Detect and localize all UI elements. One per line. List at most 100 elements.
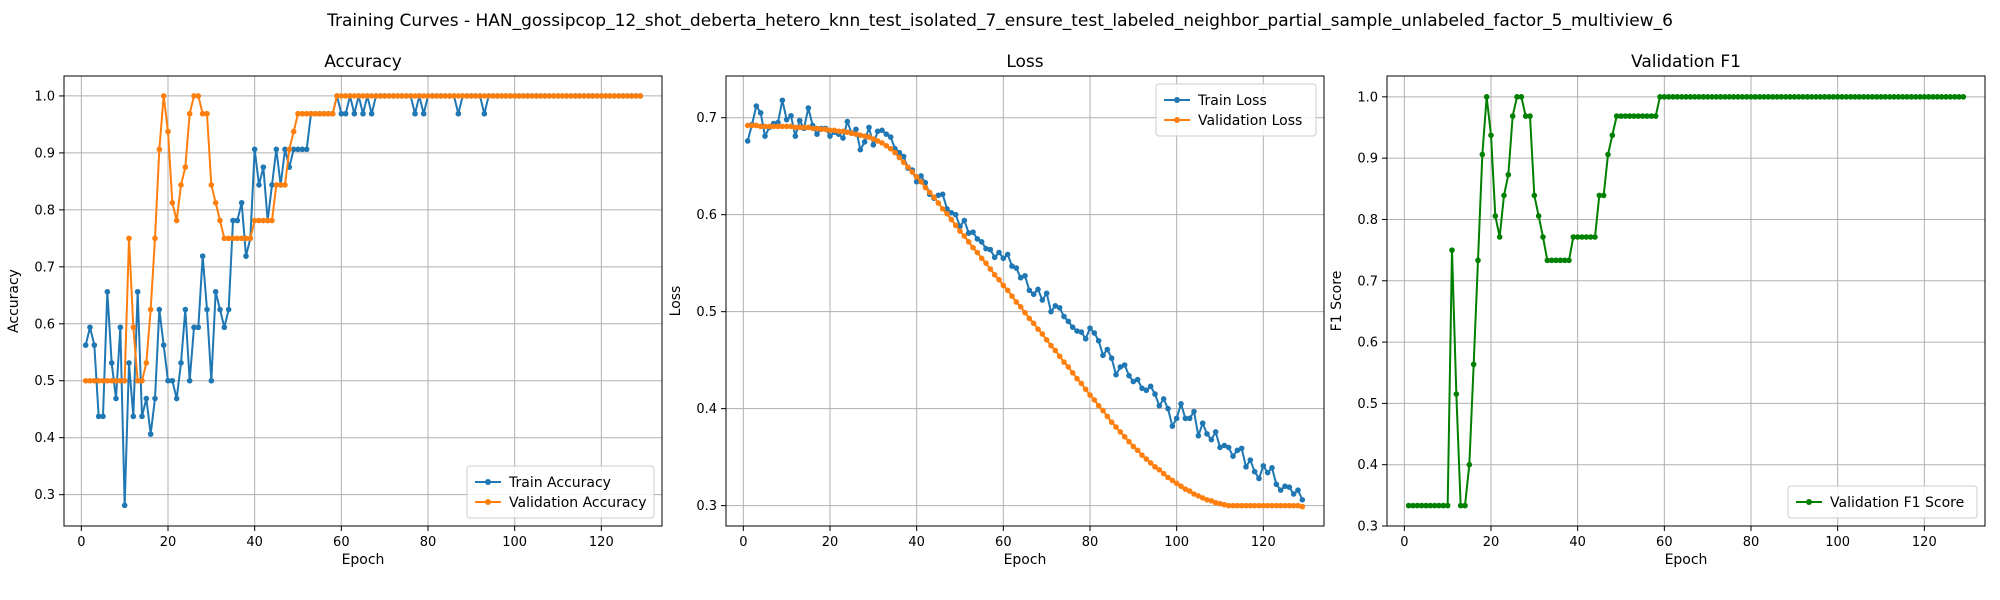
data-point	[576, 93, 583, 99]
data-point	[1095, 337, 1102, 344]
data-point	[1592, 234, 1598, 240]
data-point	[922, 184, 929, 191]
data-point	[1061, 313, 1067, 320]
data-point	[1574, 234, 1581, 240]
data-point	[377, 93, 384, 99]
data-point	[104, 288, 111, 295]
data-point	[1100, 407, 1106, 414]
data-point	[1039, 297, 1046, 303]
chart-panel-2: 0 20 40 60 80 100 120 0.3 0.4 0.5 0.6 0.7 Loss Epoch L…	[668, 52, 1325, 568]
data-point	[978, 239, 985, 245]
data-point	[1613, 113, 1620, 119]
data-point	[1217, 500, 1223, 507]
data-point	[1644, 113, 1650, 119]
data-point	[983, 260, 989, 266]
data-point	[1095, 402, 1102, 409]
data-point	[563, 93, 570, 99]
data-point	[744, 122, 751, 129]
data-point	[286, 146, 293, 153]
data-point	[1030, 291, 1037, 298]
data-point	[1217, 444, 1223, 451]
data-point	[991, 272, 998, 278]
data-point	[1182, 486, 1189, 492]
data-point	[1104, 346, 1111, 353]
data-point	[1739, 94, 1746, 100]
data-point	[1165, 474, 1171, 481]
data-point	[1869, 94, 1876, 100]
data-point	[1431, 502, 1438, 509]
data-point	[156, 146, 163, 153]
data-point	[1899, 94, 1906, 100]
data-point	[1143, 387, 1150, 394]
data-point	[853, 131, 859, 137]
data-point	[1269, 502, 1275, 509]
y-tick-label: 0.4	[1357, 458, 1378, 473]
data-point	[134, 288, 141, 295]
data-point	[234, 217, 241, 224]
axes-frame	[63, 75, 663, 527]
data-point	[996, 249, 1002, 256]
data-point	[1691, 94, 1698, 100]
data-point	[1009, 293, 1015, 299]
data-point	[338, 93, 345, 99]
data-point	[455, 93, 462, 99]
data-point	[1165, 405, 1171, 412]
data-point	[1022, 309, 1028, 316]
data-point	[152, 235, 158, 242]
data-point	[1143, 456, 1150, 462]
legend-marker	[1806, 499, 1812, 505]
data-point	[844, 118, 851, 125]
data-point	[1212, 499, 1219, 506]
data-point	[1535, 213, 1542, 219]
data-point	[775, 119, 781, 126]
data-point	[1130, 378, 1137, 385]
data-point	[1126, 372, 1132, 379]
data-point	[935, 200, 942, 206]
data-point	[762, 133, 768, 139]
data-point	[1709, 94, 1715, 100]
data-point	[861, 139, 868, 145]
data-point	[134, 377, 141, 384]
data-point	[1449, 247, 1455, 253]
data-point	[1247, 457, 1254, 463]
data-point	[1804, 94, 1811, 100]
data-point	[1251, 468, 1258, 475]
data-point	[1826, 94, 1832, 100]
data-point	[1208, 436, 1215, 443]
data-point	[1462, 502, 1468, 509]
charts-container: 0 20 40 60 80 100 120 0.3 0.4 0.5 0.6 0.7 0.8 0.9 1.0 A…	[6, 52, 1986, 568]
data-point	[394, 93, 401, 99]
data-point	[1566, 257, 1572, 264]
data-point	[351, 110, 358, 117]
data-point	[195, 93, 202, 99]
data-point	[1852, 94, 1858, 100]
data-point	[853, 126, 859, 133]
data-point	[1169, 423, 1176, 429]
data-point	[939, 191, 946, 198]
data-point	[996, 276, 1002, 283]
data-point	[952, 222, 959, 229]
data-point	[1009, 263, 1015, 269]
data-point	[1221, 442, 1228, 449]
data-point	[585, 93, 592, 99]
data-point	[1173, 415, 1180, 422]
data-point	[117, 324, 124, 331]
data-point	[749, 122, 755, 129]
data-point	[628, 93, 635, 99]
data-point	[589, 93, 596, 99]
data-point	[1873, 94, 1880, 100]
data-point	[1735, 94, 1741, 100]
data-point	[1405, 502, 1412, 509]
y-tick-label: 0.9	[34, 146, 55, 161]
data-point	[1548, 257, 1555, 264]
data-point	[1243, 464, 1249, 470]
data-point	[779, 97, 786, 104]
data-point	[1583, 234, 1590, 240]
data-point	[1752, 94, 1759, 100]
data-point	[818, 126, 825, 133]
data-point	[944, 206, 950, 212]
data-point	[805, 124, 812, 131]
data-point	[1221, 501, 1228, 508]
data-point	[420, 110, 427, 117]
data-point	[957, 228, 963, 234]
